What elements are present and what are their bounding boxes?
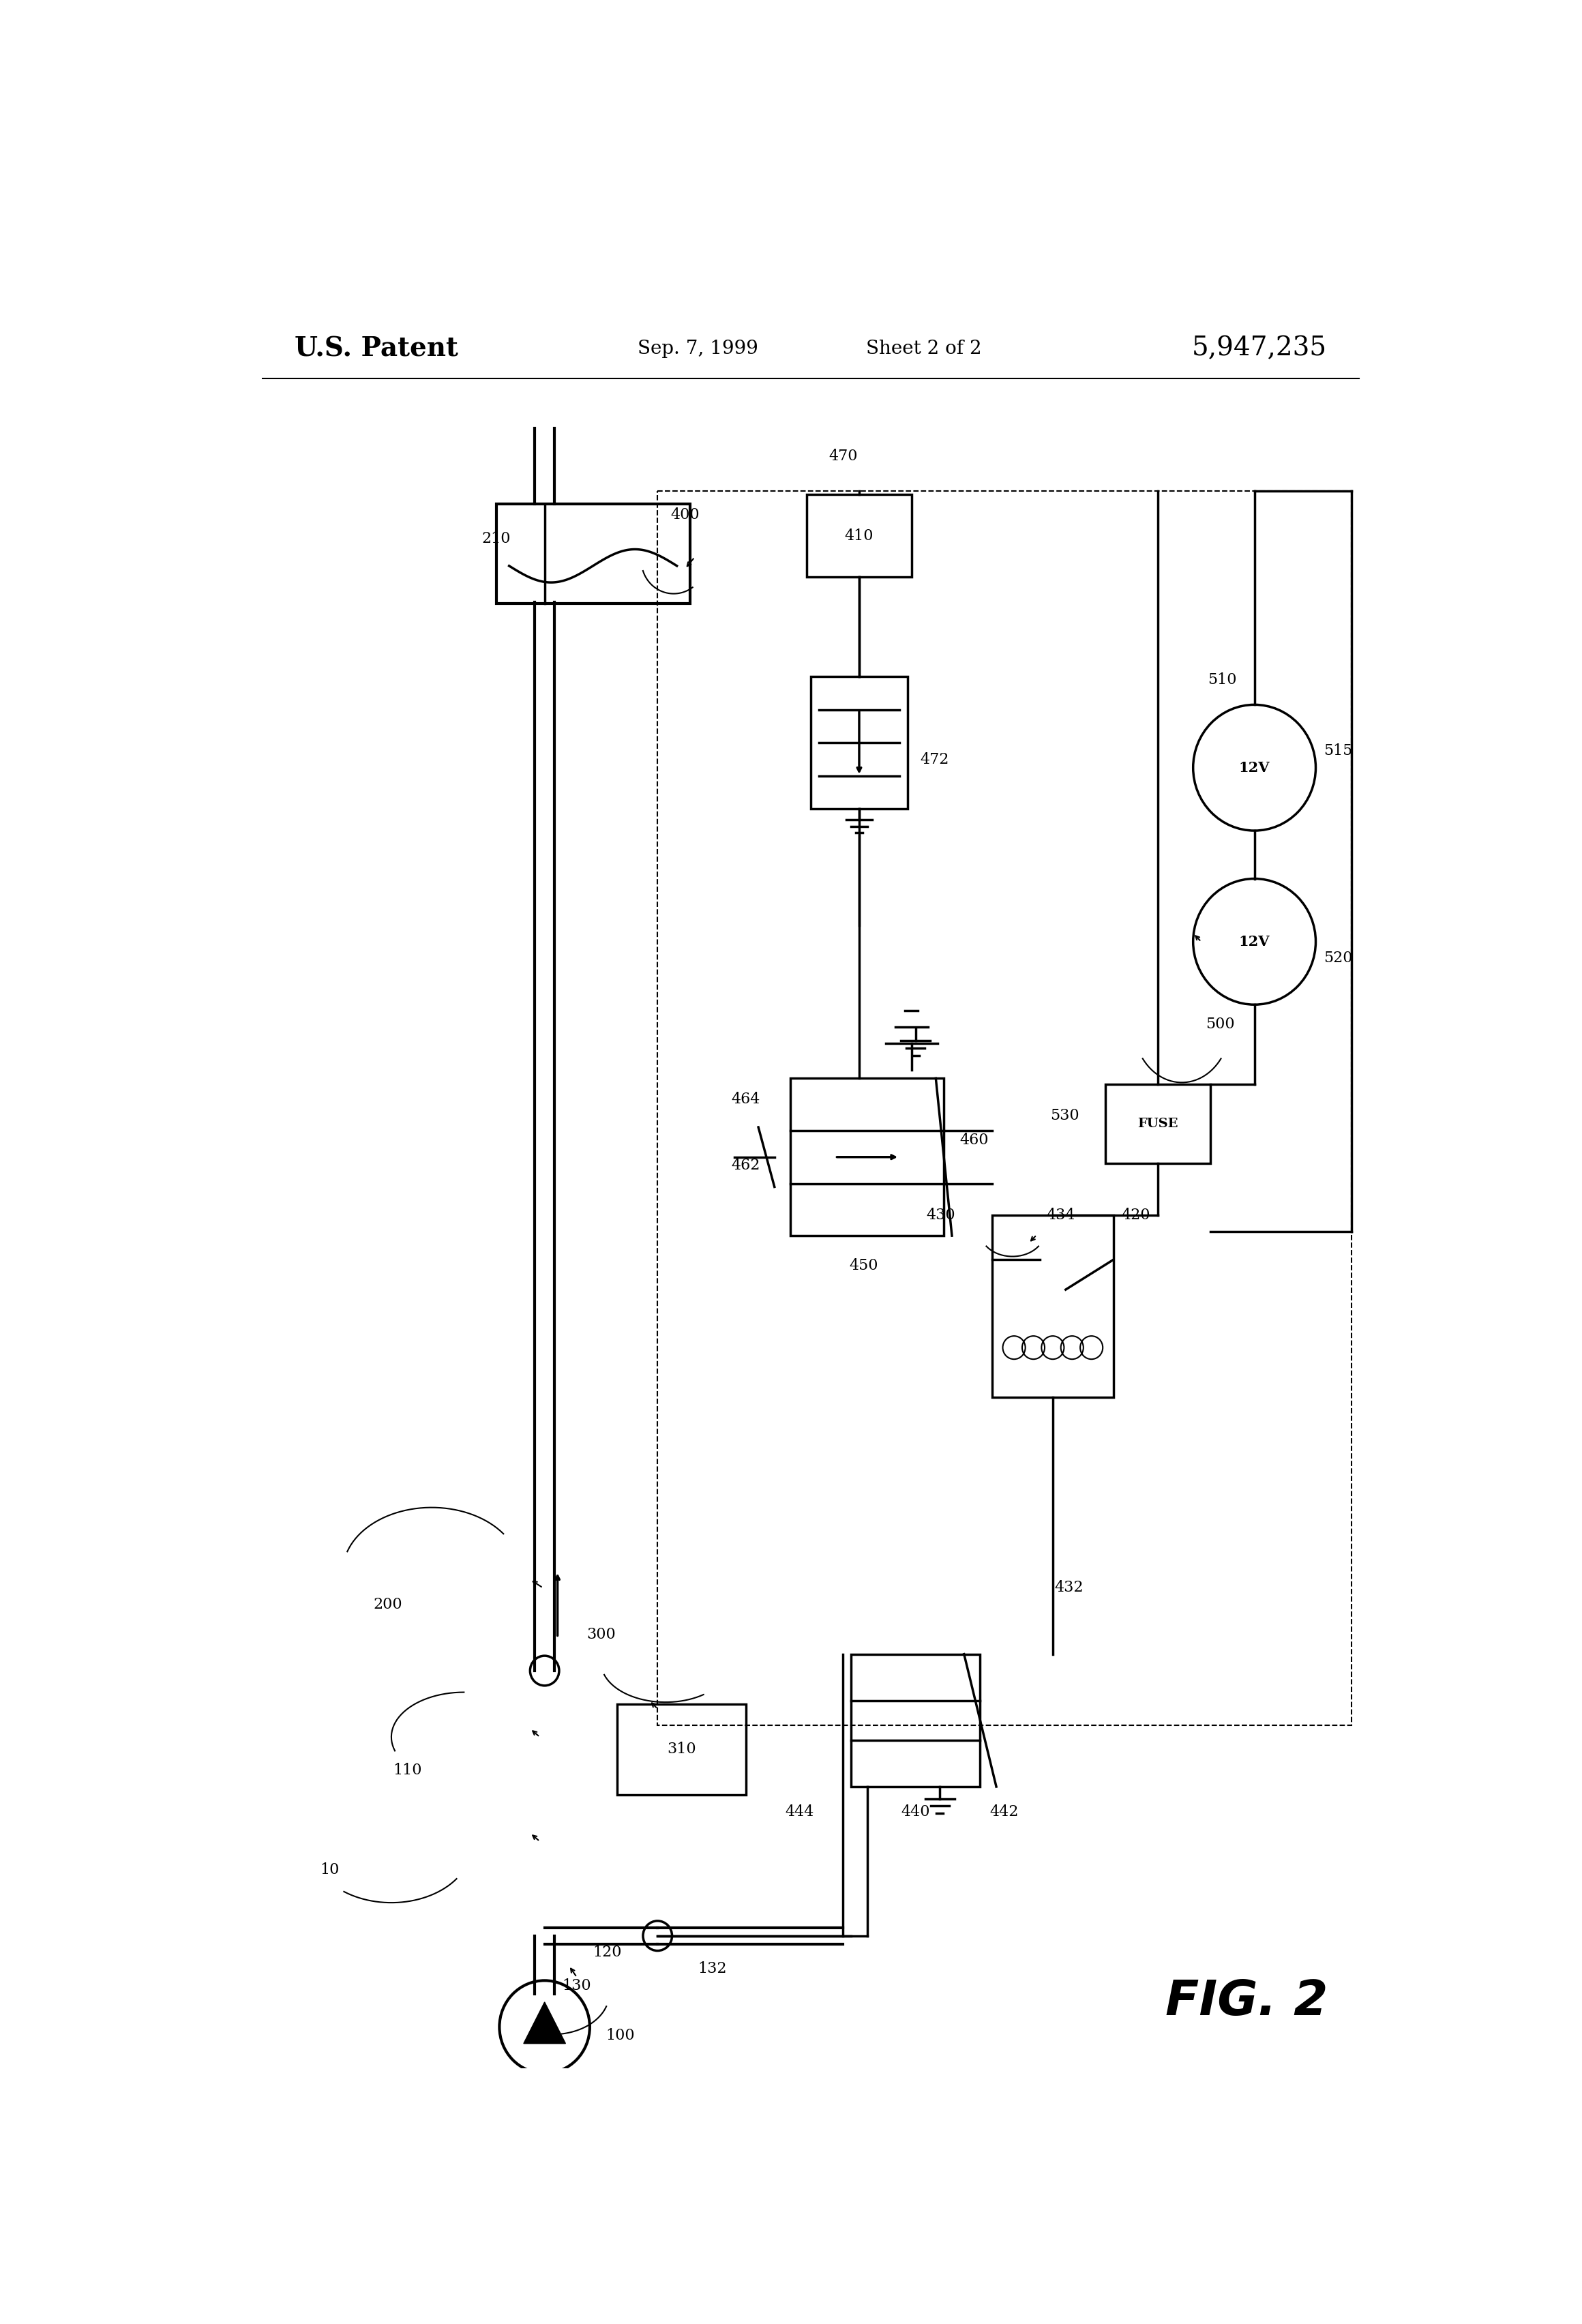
- Text: 464: 464: [731, 1092, 759, 1106]
- Text: 100: 100: [606, 2029, 634, 2043]
- Bar: [992, 1215, 1114, 1397]
- Text: FIG. 2: FIG. 2: [1164, 1978, 1327, 2027]
- Text: FUSE: FUSE: [1137, 1118, 1179, 1129]
- Circle shape: [530, 1655, 558, 1685]
- Bar: [807, 495, 911, 576]
- Text: 434: 434: [1046, 1208, 1076, 1222]
- Text: 210: 210: [481, 532, 511, 546]
- Text: 300: 300: [587, 1627, 615, 1641]
- Text: Sheet 2 of 2: Sheet 2 of 2: [865, 339, 981, 358]
- Text: 440: 440: [902, 1803, 930, 1820]
- Bar: [851, 1655, 981, 1787]
- Text: 12V: 12V: [1239, 934, 1270, 948]
- Bar: [1106, 1083, 1210, 1164]
- Text: 472: 472: [921, 753, 949, 767]
- Text: 410: 410: [845, 528, 873, 544]
- Text: U.S. Patent: U.S. Patent: [294, 335, 459, 363]
- Text: 515: 515: [1324, 744, 1353, 758]
- Text: 420: 420: [1122, 1208, 1150, 1222]
- Text: 120: 120: [593, 1945, 622, 1959]
- Text: 442: 442: [990, 1803, 1019, 1820]
- Text: 5,947,235: 5,947,235: [1191, 337, 1327, 360]
- Bar: [791, 1078, 944, 1236]
- Bar: [617, 1703, 747, 1794]
- Text: 444: 444: [785, 1803, 813, 1820]
- Text: 200: 200: [373, 1597, 403, 1613]
- Text: 500: 500: [1205, 1018, 1236, 1032]
- Circle shape: [642, 1922, 672, 1950]
- Text: 530: 530: [1050, 1109, 1079, 1122]
- Text: Sep. 7, 1999: Sep. 7, 1999: [638, 339, 758, 358]
- Text: 462: 462: [731, 1157, 759, 1174]
- Text: 12V: 12V: [1239, 760, 1270, 774]
- Text: 132: 132: [698, 1961, 726, 1975]
- Text: 450: 450: [850, 1257, 878, 1274]
- Text: 470: 470: [829, 449, 857, 465]
- Polygon shape: [524, 2001, 566, 2043]
- Text: 520: 520: [1324, 951, 1353, 967]
- Text: 130: 130: [562, 1978, 592, 1994]
- Text: 430: 430: [925, 1208, 956, 1222]
- Text: 460: 460: [960, 1134, 989, 1148]
- Bar: [658, 490, 1351, 1724]
- Text: 510: 510: [1207, 672, 1237, 688]
- Text: 110: 110: [392, 1762, 422, 1778]
- Text: 10: 10: [321, 1862, 340, 1878]
- Text: 400: 400: [671, 507, 699, 523]
- Bar: [497, 504, 690, 604]
- Text: 432: 432: [1054, 1580, 1084, 1594]
- Text: 310: 310: [668, 1743, 696, 1757]
- Bar: [810, 676, 908, 809]
